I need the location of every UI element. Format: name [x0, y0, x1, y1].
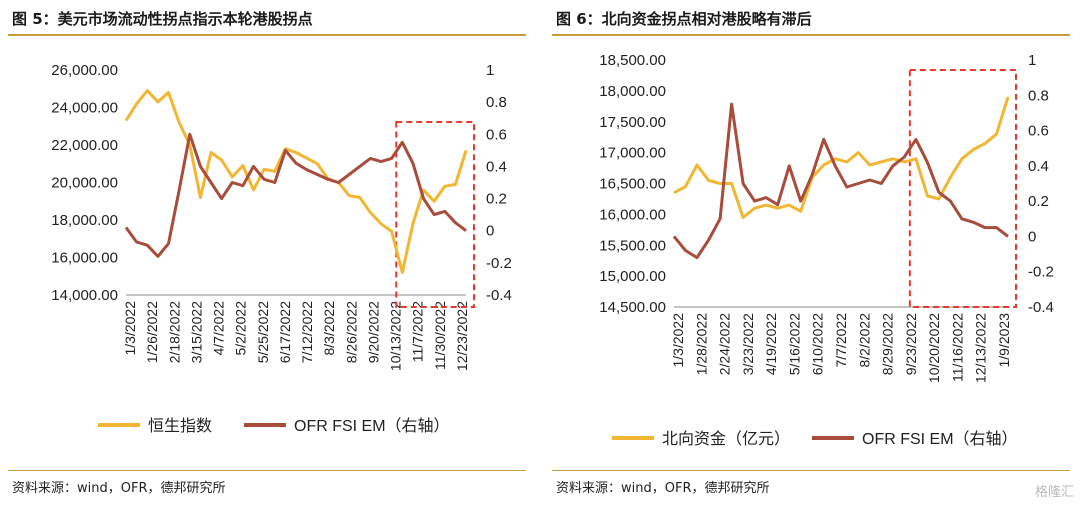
figure-6-panel: 图 6：北向资金拐点相对港股略有滞后 14,500.00 15,000.00 15,… [552, 0, 1078, 506]
y-tick-label: 14,000.00 [51, 287, 118, 304]
legend-label: OFR FSI EM（右轴） [294, 417, 450, 435]
y2-tick-label: 0.2 [1028, 193, 1049, 210]
x-tick-label: 1/28/2022 [693, 313, 709, 375]
source-note: 资料来源：wind，OFR，德邦研究所 [12, 481, 226, 496]
y2-tick-label: 0.4 [1028, 158, 1049, 175]
x-tick-label: 6/10/2022 [810, 313, 826, 375]
x-tick-label: 1/9/2023 [996, 313, 1012, 368]
series-line-2 [672, 102, 1009, 260]
y2-tick-label: 0.6 [1028, 123, 1049, 140]
y-tick-label: 15,500.00 [599, 237, 666, 254]
y-tick-label: 26,000.00 [51, 62, 118, 79]
y2-tick-label: 1 [486, 62, 494, 79]
y2-tick-label: 0 [1028, 228, 1036, 245]
figure-title: 图 6：北向资金拐点相对港股略有滞后 [556, 10, 812, 28]
x-tick-label: 7/12/2022 [299, 301, 315, 363]
y2-tick-label: 0.4 [486, 158, 507, 175]
chart-figure-5: 14,000.00 16,000.00 18,000.00 20,000.00 22,0… [51, 62, 512, 435]
y-tick-label: 17,500.00 [599, 114, 666, 131]
series-line-1 [673, 96, 1010, 219]
source-rule [552, 470, 1070, 471]
x-tick-label: 10/20/2022 [926, 313, 942, 383]
y-tick-label: 18,500.00 [599, 52, 666, 69]
series-line-1 [124, 89, 468, 274]
y-tick-label: 17,000.00 [599, 145, 666, 162]
x-tick-label: 1/3/2022 [670, 313, 686, 368]
figure-5-panel: 图 5：美元市场流动性拐点指示本轮港股拐点 14,000.00 16,000.00… [8, 0, 534, 506]
y2-tick-label: -0.4 [486, 287, 512, 304]
y2-tick-label: 0.8 [486, 94, 507, 111]
y-tick-label: 14,500.00 [599, 299, 666, 316]
x-tick-label: 8/2/2022 [856, 313, 872, 368]
y2-tick-label: 0.2 [486, 191, 507, 208]
watermark-logo: 格隆汇 [1034, 485, 1074, 500]
x-tick-label: 4/7/2022 [211, 301, 227, 356]
figure-title: 图 5：美元市场流动性拐点指示本轮港股拐点 [12, 10, 313, 28]
y2-tick-label: 0.6 [486, 126, 507, 143]
x-tick-label: 12/23/2022 [454, 301, 470, 371]
x-tick-label: 2/24/2022 [717, 313, 733, 375]
source-rule [8, 470, 526, 471]
x-tick-label: 4/19/2022 [763, 313, 779, 375]
x-tick-label: 9/20/2022 [365, 301, 381, 363]
x-tick-label: 9/23/2022 [903, 313, 919, 375]
y-tick-label: 15,000.00 [599, 268, 666, 285]
y-tick-label: 20,000.00 [51, 175, 118, 192]
y-tick-label: 18,000.00 [599, 83, 666, 100]
y-tick-label: 16,000.00 [51, 250, 118, 267]
x-tick-label: 3/15/2022 [188, 301, 204, 363]
x-tick-label: 6/17/2022 [277, 301, 293, 363]
y2-tick-label: -0.2 [486, 255, 512, 272]
legend-label: 北向资金（亿元） [662, 430, 790, 448]
x-tick-label: 11/7/2022 [410, 301, 426, 362]
x-tick-label: 3/23/2022 [740, 313, 756, 375]
x-tick-label: 2/18/2022 [166, 301, 182, 363]
highlight-box [395, 121, 475, 308]
legend-label: OFR FSI EM（右轴） [862, 430, 1018, 448]
legend-label: 恒生指数 [148, 417, 212, 435]
x-tick-label: 12/13/2022 [973, 313, 989, 383]
y-tick-label: 18,000.00 [51, 212, 118, 229]
x-tick-label: 8/3/2022 [321, 301, 337, 356]
x-tick-label: 8/29/2022 [880, 313, 896, 375]
x-tick-label: 5/16/2022 [786, 313, 802, 375]
title-rule [8, 34, 526, 36]
y2-tick-label: 1 [1028, 52, 1036, 69]
y2-tick-label: -0.4 [1028, 299, 1054, 316]
y-tick-label: 16,000.00 [599, 206, 666, 223]
x-tick-label: 5/2/2022 [233, 301, 249, 356]
y2-tick-label: 0 [486, 223, 494, 240]
x-tick-label: 1/3/2022 [122, 301, 138, 356]
source-note: 资料来源：wind，OFR，德邦研究所 [556, 481, 770, 496]
highlight-box [908, 69, 1017, 308]
title-rule [552, 34, 1070, 36]
x-tick-label: 5/25/2022 [255, 301, 271, 363]
x-tick-label: 11/30/2022 [432, 301, 448, 370]
x-tick-label: 1/26/2022 [144, 301, 160, 363]
y2-tick-label: 0.8 [1028, 87, 1049, 104]
y-tick-label: 16,500.00 [599, 176, 666, 193]
series-line-2 [124, 132, 467, 258]
y2-tick-label: -0.2 [1028, 264, 1054, 281]
x-tick-label: 10/13/2022 [388, 301, 404, 371]
chart-figure-6: 14,500.00 15,000.00 15,500.00 16,000.00 16,5… [599, 52, 1054, 448]
y-tick-label: 24,000.00 [51, 100, 118, 117]
y-tick-label: 22,000.00 [51, 137, 118, 154]
x-tick-label: 8/26/2022 [343, 301, 359, 363]
x-tick-label: 11/16/2022 [949, 313, 965, 382]
x-tick-label: 7/7/2022 [833, 313, 849, 368]
